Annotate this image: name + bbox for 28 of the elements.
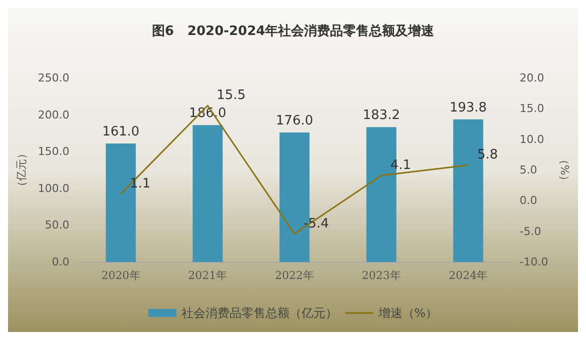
data-label: 183.2 (362, 108, 400, 124)
y2-tick-label: -10.0 (520, 256, 548, 268)
y-tick-label: 150.0 (38, 145, 70, 158)
x-tick-label: 2021年 (188, 269, 228, 282)
y2-tick-label: 15.0 (520, 102, 544, 116)
data-label: 193.8 (450, 100, 487, 116)
data-label: 15.5 (216, 88, 246, 104)
y-tick-label: 250.0 (38, 72, 70, 84)
y-axis-title: （亿元） (15, 148, 28, 192)
y2-tick-label: 10.0 (520, 132, 544, 146)
y2-axis-title: （%） (558, 154, 571, 186)
y2-tick-label: 0.0 (520, 194, 538, 208)
legend-label: 增速（%） (377, 306, 438, 320)
data-label: 161.0 (102, 124, 140, 140)
y-tick-label: 50.0 (44, 218, 70, 232)
chart-title: 图6 2020-2024年社会消费品零售总额及增速 (152, 23, 436, 39)
y-tick-label: 200.0 (38, 108, 70, 122)
y-tick-label: 0.0 (52, 256, 70, 268)
x-tick-label: 2023年 (362, 269, 401, 282)
y2-tick-label: 20.0 (520, 72, 544, 84)
x-tick-label: 2020年 (101, 269, 140, 282)
legend-label: 社会消费品零售总额（亿元） (181, 306, 338, 320)
data-label: 176.0 (276, 113, 314, 128)
x-tick-label: 2022年 (275, 269, 314, 282)
y2-tick-label: -5.0 (520, 224, 542, 238)
x-tick-label: 2024年 (448, 269, 488, 282)
y-tick-label: 100.0 (38, 182, 70, 195)
y2-tick-label: 5.0 (520, 164, 538, 176)
